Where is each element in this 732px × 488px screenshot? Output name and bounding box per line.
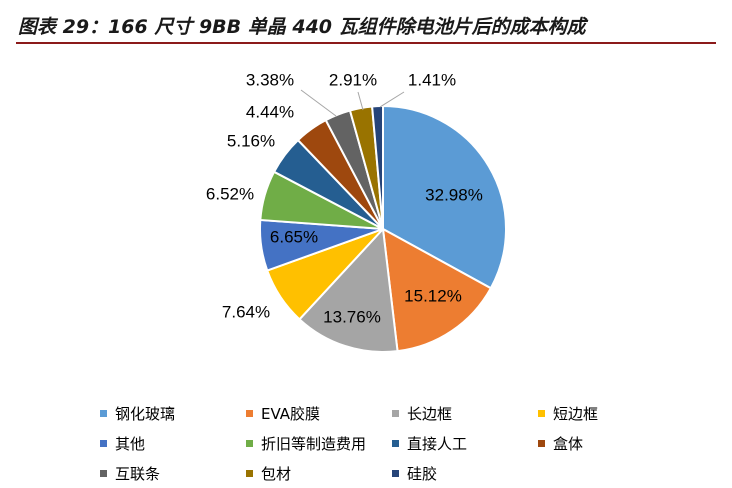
legend-item: 包材 [246,463,392,484]
legend-label: 其他 [115,434,146,453]
legend-swatch [100,409,107,417]
legend-item: EVA胶膜 [246,403,392,424]
data-label: 5.16% [227,131,275,150]
legend-label: 包材 [261,464,292,483]
data-label: 1.41% [408,70,456,89]
legend-item: 钢化玻璃 [100,403,246,424]
legend-item: 硅胶 [392,463,538,484]
pie-slice [382,104,507,290]
data-label: 7.64% [222,302,270,321]
legend-swatch [100,469,107,477]
legend-label: 互联条 [115,464,161,483]
legend-label: 钢化玻璃 [115,404,176,423]
legend: 钢化玻璃 EVA胶膜 长边框 短边框其他 折旧等制造费用 直接人工 盒体互联条 包材 硅胶 [100,398,720,488]
legend-label: 折旧等制造费用 [261,434,367,453]
legend-label: 直接人工 [407,434,468,453]
legend-row: 其他 折旧等制造费用 直接人工 盒体 [100,428,720,458]
pie-slices [258,104,507,353]
pie-slice [381,227,493,353]
legend-swatch [538,439,545,447]
data-label: 13.76% [323,307,381,326]
leader-line [379,91,405,108]
legend-label: EVA胶膜 [261,404,321,423]
legend-item: 折旧等制造费用 [246,433,392,454]
legend-label: 短边框 [553,404,599,423]
legend-item: 短边框 [538,403,684,424]
data-label: 6.52% [206,184,254,203]
chart-title: 图表 29：166 尺寸 9BB 单晶 440 瓦组件除电池片后的成本构成 [18,16,586,38]
legend-swatch [392,469,399,477]
legend-swatch [538,409,545,417]
legend-label: 盒体 [553,434,584,453]
legend-item: 长边框 [392,403,538,424]
legend-swatch [246,469,253,477]
data-label: 6.65% [270,227,318,246]
legend-swatch [246,409,253,417]
title-bar: 图表 29：166 尺寸 9BB 单晶 440 瓦组件除电池片后的成本构成 [16,8,716,44]
legend-swatch [392,439,399,447]
pie-slice [298,226,399,353]
legend-row: 钢化玻璃 EVA胶膜 长边框 短边框 [100,398,720,428]
legend-row: 互联条 包材 硅胶 [100,458,720,488]
legend-item: 互联条 [100,463,246,484]
leader-lines [300,89,405,117]
data-label: 3.38% [246,70,294,89]
legend-swatch [392,409,399,417]
legend-item: 其他 [100,433,246,454]
legend-label: 长边框 [407,404,453,423]
leader-line [300,89,337,117]
data-label: 32.98% [425,185,483,204]
legend-item: 盒体 [538,433,684,454]
data-label: 2.91% [329,70,377,89]
legend-swatch [246,439,253,447]
legend-item: 直接人工 [392,433,538,454]
leader-line [357,91,364,111]
pie-slice [371,104,384,230]
legend-swatch [100,439,107,447]
legend-label: 硅胶 [407,464,438,483]
data-labels: 32.98% 15.12% 13.76% 7.64% 6.65% 6.52% 5.16% 4.… [206,70,483,326]
data-label: 4.44% [246,102,294,121]
pie-chart: 32.98% 15.12% 13.76% 7.64% 6.65% 6.52% 5.16% 4.… [206,70,507,353]
data-label: 15.12% [404,286,462,305]
